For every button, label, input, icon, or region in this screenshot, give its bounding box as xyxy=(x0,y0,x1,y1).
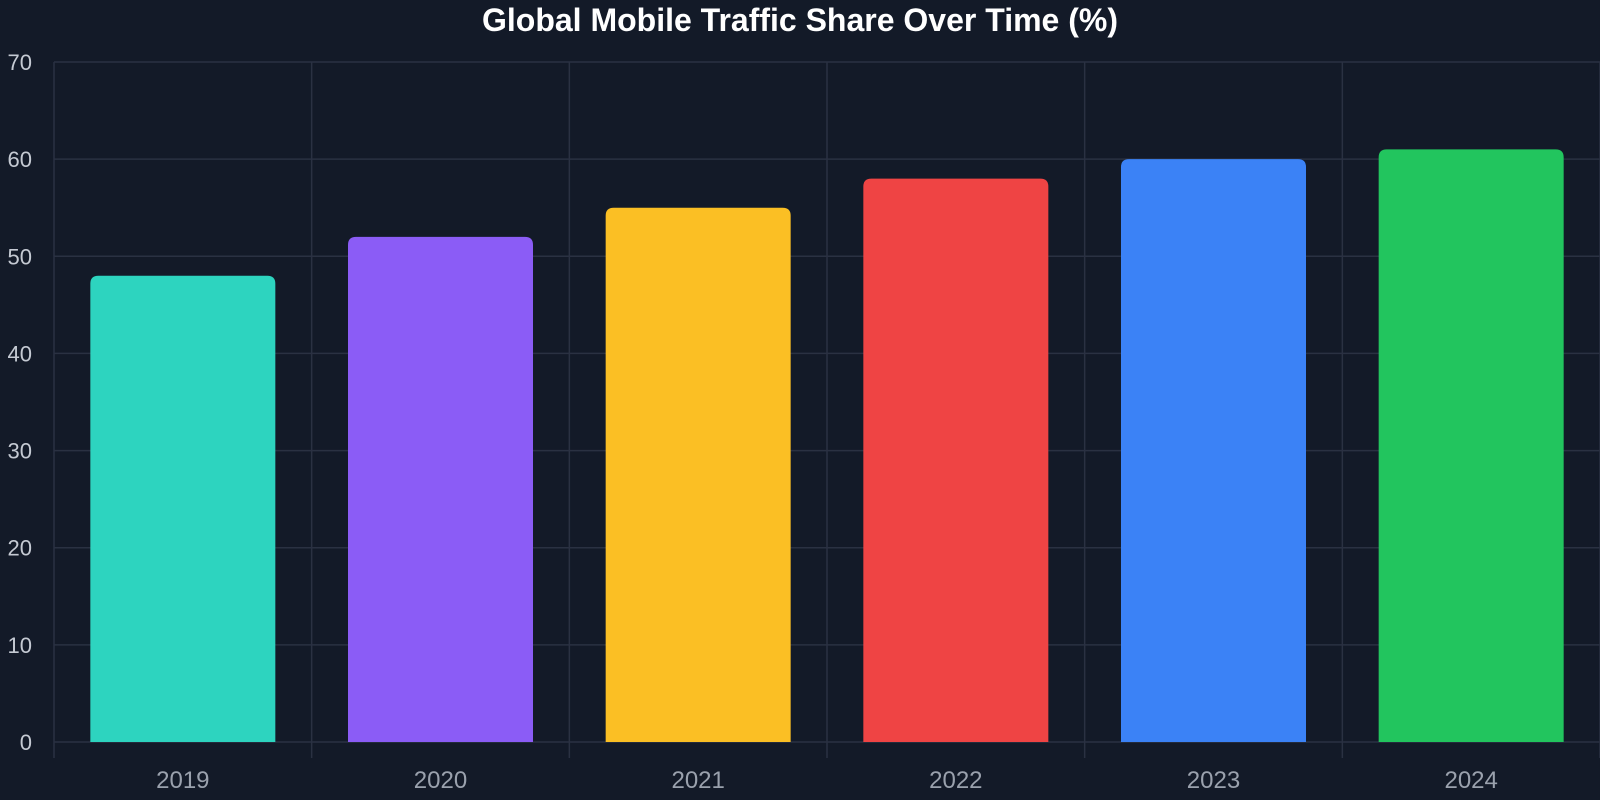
x-tick-label: 2019 xyxy=(156,767,209,794)
y-axis-ticks: 0 10 20 30 40 50 60 70 xyxy=(8,50,32,755)
y-tick-label: 50 xyxy=(8,244,32,269)
x-tick-label: 2022 xyxy=(929,767,982,794)
bar-2019 xyxy=(90,275,276,742)
y-tick-label: 40 xyxy=(8,341,32,366)
grid-layer xyxy=(53,61,1600,758)
y-tick-label: 0 xyxy=(20,730,32,755)
x-tick-label: 2021 xyxy=(671,767,724,794)
y-tick-label: 20 xyxy=(8,536,32,561)
chart-title: Global Mobile Traffic Share Over Time (%… xyxy=(481,2,1118,38)
bar-2020 xyxy=(348,236,533,742)
bar-2023 xyxy=(1121,159,1306,743)
bar-2021 xyxy=(605,207,791,742)
bar-2022 xyxy=(863,178,1049,743)
x-tick-label: 2023 xyxy=(1187,767,1240,794)
bar-2024 xyxy=(1378,149,1564,742)
y-tick-label: 10 xyxy=(8,633,32,658)
y-tick-label: 70 xyxy=(8,50,32,75)
bars-layer xyxy=(90,149,1564,743)
y-tick-label: 60 xyxy=(8,147,32,172)
y-tick-label: 30 xyxy=(8,439,32,464)
x-tick-label: 2020 xyxy=(414,767,467,794)
x-tick-label: 2024 xyxy=(1444,767,1497,794)
x-axis-ticks: 2019 2020 2021 2022 2023 2024 xyxy=(156,767,1498,794)
